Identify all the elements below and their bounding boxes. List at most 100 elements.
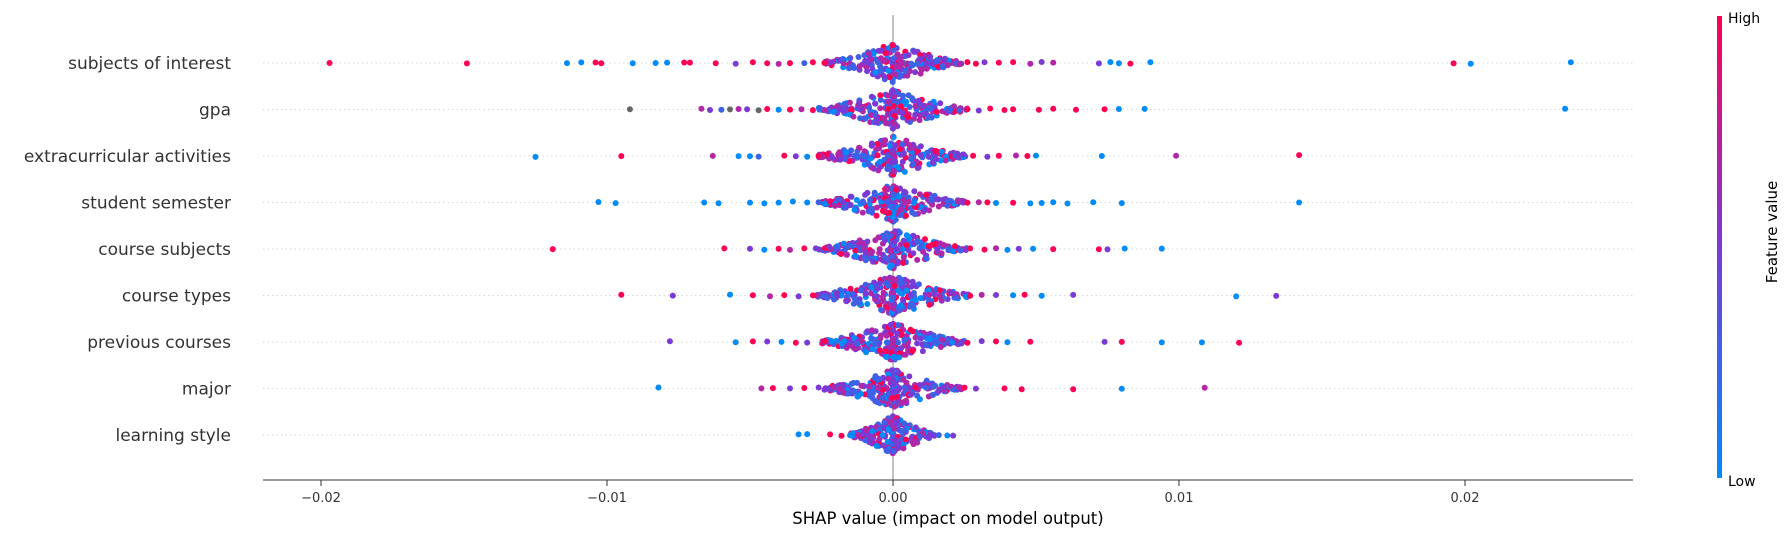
shap-point bbox=[902, 436, 909, 443]
shap-point bbox=[948, 290, 955, 296]
feature-label: previous courses bbox=[87, 333, 231, 353]
shap-point bbox=[1010, 59, 1017, 66]
shap-point bbox=[792, 153, 799, 160]
shap-point bbox=[972, 60, 979, 67]
shap-point bbox=[956, 61, 963, 68]
shap-point bbox=[862, 290, 869, 297]
shap-point bbox=[910, 200, 917, 206]
shap-point bbox=[775, 106, 782, 113]
shap-point bbox=[744, 106, 751, 113]
shap-point bbox=[900, 237, 907, 244]
shap-point bbox=[916, 433, 923, 440]
shap-point bbox=[890, 134, 897, 141]
shap-point bbox=[850, 300, 857, 307]
shap-point bbox=[933, 109, 940, 115]
shap-point bbox=[1127, 60, 1134, 67]
shap-point bbox=[881, 73, 888, 80]
shap-point bbox=[866, 383, 873, 390]
shap-point bbox=[718, 106, 725, 113]
shap-point bbox=[896, 354, 903, 361]
shap-point bbox=[868, 112, 875, 119]
shap-point bbox=[827, 431, 834, 438]
colorbar bbox=[1717, 16, 1722, 478]
feature-labels: subjects of interest gpa extracurricular a… bbox=[24, 54, 231, 446]
shap-point bbox=[1141, 105, 1148, 112]
shap-point bbox=[884, 438, 891, 445]
shap-point bbox=[917, 55, 924, 62]
shap-point bbox=[549, 246, 556, 253]
shap-point bbox=[954, 151, 961, 157]
shap-point bbox=[701, 199, 708, 206]
shap-point bbox=[892, 420, 899, 427]
shap-point bbox=[903, 232, 910, 239]
shap-point bbox=[829, 154, 836, 161]
shap-point bbox=[890, 47, 897, 53]
shap-point bbox=[894, 51, 901, 58]
shap-point bbox=[920, 248, 927, 255]
shap-point bbox=[869, 346, 876, 353]
shap-point bbox=[910, 161, 917, 168]
shap-point bbox=[626, 106, 633, 113]
shap-point bbox=[922, 206, 929, 213]
shap-point bbox=[618, 153, 625, 160]
shap-point bbox=[864, 238, 871, 245]
shap-point bbox=[900, 260, 907, 266]
shap-point bbox=[907, 292, 913, 299]
x-axis-ticks: −0.02 −0.01 0.00 0.01 0.02 bbox=[301, 480, 1479, 506]
shap-point bbox=[1070, 291, 1077, 298]
shap-point bbox=[901, 168, 908, 175]
shap-point bbox=[761, 246, 768, 253]
shap-point bbox=[891, 282, 898, 289]
shap-point bbox=[864, 68, 871, 75]
shap-point bbox=[872, 69, 879, 76]
shap-point bbox=[618, 291, 625, 298]
shap-point bbox=[886, 164, 893, 171]
shap-point bbox=[921, 102, 928, 109]
shap-point bbox=[926, 291, 933, 298]
shap-point bbox=[889, 42, 896, 49]
shap-point bbox=[837, 156, 844, 163]
shap-point bbox=[801, 60, 808, 67]
shap-point bbox=[755, 107, 762, 114]
shap-point bbox=[925, 336, 932, 342]
shap-point bbox=[890, 327, 897, 334]
shap-point bbox=[881, 419, 888, 426]
shap-point bbox=[967, 245, 974, 252]
shap-point bbox=[887, 233, 894, 240]
shap-point bbox=[1001, 385, 1008, 392]
shap-point bbox=[764, 338, 771, 345]
shap-point bbox=[1095, 246, 1102, 253]
shap-point bbox=[855, 153, 862, 160]
shap-point bbox=[848, 380, 855, 387]
shap-point bbox=[905, 52, 912, 59]
shap-point bbox=[787, 385, 793, 392]
x-tick-label: 0.01 bbox=[1165, 491, 1194, 506]
shap-point bbox=[894, 393, 901, 400]
shap-point bbox=[801, 245, 808, 252]
shap-point bbox=[775, 245, 782, 252]
shap-point bbox=[732, 60, 739, 67]
shap-point bbox=[889, 147, 896, 154]
shap-point bbox=[1004, 246, 1011, 253]
shap-point bbox=[795, 293, 802, 300]
shap-point bbox=[899, 109, 906, 116]
shap-point bbox=[1050, 59, 1057, 66]
shap-point bbox=[707, 107, 713, 113]
shap-point bbox=[890, 354, 897, 360]
shap-point bbox=[883, 447, 890, 454]
shap-point bbox=[1173, 152, 1180, 159]
shap-point bbox=[883, 120, 889, 127]
shap-point bbox=[854, 379, 860, 386]
shap-point bbox=[900, 445, 907, 452]
shap-point bbox=[840, 382, 847, 389]
shap-point bbox=[964, 59, 971, 66]
shap-point bbox=[1050, 246, 1057, 253]
shap-point bbox=[767, 293, 773, 300]
shap-point bbox=[749, 59, 756, 66]
shap-point bbox=[747, 153, 753, 160]
shap-point bbox=[935, 432, 942, 439]
shap-point bbox=[1015, 245, 1022, 252]
x-tick-label: 0.00 bbox=[879, 491, 908, 506]
shap-point bbox=[889, 294, 896, 301]
